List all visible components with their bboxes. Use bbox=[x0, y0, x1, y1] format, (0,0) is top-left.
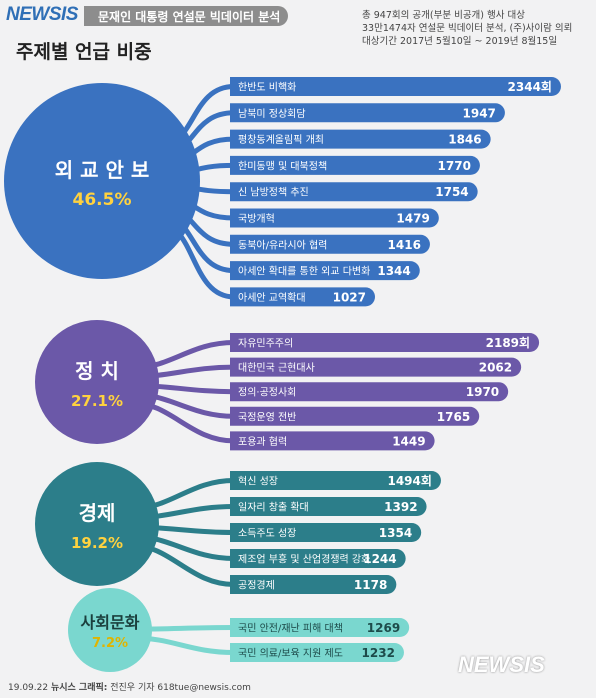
topic-name: 경제 bbox=[79, 501, 116, 525]
bar bbox=[230, 357, 522, 377]
bar-label: 국방개혁 bbox=[238, 213, 275, 225]
bar-label: 국민 의료/보육 지원 제도 bbox=[238, 648, 343, 660]
bar bbox=[230, 333, 540, 352]
source-note-line: 33만1474자 연설문 빅데이터 분석, (주)사이람 의뢰 bbox=[362, 23, 573, 34]
bar bbox=[230, 77, 561, 96]
bar-value: 1354 bbox=[379, 526, 412, 540]
bar bbox=[230, 182, 478, 202]
header-bar bbox=[84, 6, 288, 26]
bar bbox=[230, 103, 505, 123]
bar bbox=[230, 208, 439, 228]
header-title: 문재인 대통령 연설문 빅데이터 분석 bbox=[98, 10, 281, 24]
source-note: 총 947회의 공개(부분 비공개) 행사 대상 33만1474자 연설문 빅데… bbox=[362, 9, 590, 48]
bar-label: 평창동계올림픽 개최 bbox=[238, 134, 324, 146]
bar-value: 1449 bbox=[392, 434, 425, 448]
bar-label: 한미동맹 및 대북정책 bbox=[238, 160, 327, 172]
page-title: 주제별 언급 비중 bbox=[16, 41, 152, 63]
source-note-line: 대상기간 2017년 5월10일 ~ 2019년 8월15일 bbox=[362, 36, 558, 47]
bar bbox=[230, 406, 480, 426]
bar-value: 1765 bbox=[437, 410, 470, 424]
bar-label: 자유민주주의 bbox=[238, 338, 293, 350]
footer-credit-label: 뉴시스 그래픽: bbox=[50, 683, 108, 693]
bar bbox=[230, 382, 509, 402]
topic-share: 7.2% bbox=[92, 636, 128, 651]
topic-share: 46.5% bbox=[73, 190, 132, 210]
bar-label: 포용과 협력 bbox=[238, 435, 287, 448]
bar bbox=[230, 261, 420, 281]
bar-value: 1494회 bbox=[387, 473, 431, 488]
topic-name: 사회문화 bbox=[81, 613, 140, 632]
bar-label: 일자리 창출 확대 bbox=[238, 502, 309, 514]
bar-label: 동북아/유라시아 협력 bbox=[238, 238, 327, 251]
topic-share: 27.1% bbox=[71, 392, 123, 410]
bar-value: 1416 bbox=[388, 238, 421, 252]
bar bbox=[230, 471, 441, 490]
bar-label: 제조업 부흥 및 산업경쟁력 강화 bbox=[238, 553, 370, 566]
bar bbox=[230, 431, 435, 451]
bar-value: 1392 bbox=[384, 500, 417, 514]
bar-value: 1754 bbox=[435, 185, 468, 199]
header: NEWSIS 문재인 대통령 연설문 빅데이터 분석 bbox=[0, 0, 300, 30]
bar-value: 1178 bbox=[354, 578, 387, 592]
bar-value: 1232 bbox=[362, 646, 395, 660]
bar-label: 아세안 교역확대 bbox=[238, 292, 306, 304]
bar-label: 소득주도 성장 bbox=[238, 528, 296, 540]
bar-value: 1770 bbox=[438, 159, 471, 173]
bar bbox=[230, 643, 404, 662]
footer-date: 19.09.22 bbox=[8, 683, 49, 693]
bar bbox=[230, 523, 422, 542]
topic-circle bbox=[68, 588, 152, 672]
bar bbox=[230, 497, 427, 516]
bar-value: 1846 bbox=[448, 133, 481, 147]
bar-label: 국정운영 전반 bbox=[238, 411, 296, 423]
bar-value: 1027 bbox=[333, 290, 366, 304]
bar-value: 2062 bbox=[479, 361, 512, 375]
topic-circle bbox=[35, 320, 159, 444]
bar-value: 1269 bbox=[367, 621, 400, 635]
bar-label: 신 남방정책 추진 bbox=[238, 187, 309, 199]
newsis-watermark: NEWSIS bbox=[458, 652, 545, 677]
bar-label: 혁신 성장 bbox=[238, 476, 278, 488]
bar-value: 1479 bbox=[396, 212, 429, 226]
bar-label: 국민 안전/재난 피해 대책 bbox=[238, 622, 343, 635]
bar bbox=[230, 618, 410, 637]
bar bbox=[230, 129, 491, 149]
bar-value: 1947 bbox=[463, 106, 496, 120]
topic-share: 19.2% bbox=[71, 534, 123, 552]
topic-circle bbox=[4, 83, 200, 279]
bar-value: 1970 bbox=[466, 385, 499, 399]
bar-label: 정의·공정사회 bbox=[238, 387, 296, 399]
bar-label: 한반도 비핵화 bbox=[238, 82, 296, 94]
bar-label: 남북미 정상회담 bbox=[238, 108, 306, 120]
bar-label: 공정경제 bbox=[238, 579, 275, 592]
bar bbox=[230, 234, 430, 254]
bar-value: 1244 bbox=[363, 552, 396, 566]
footer: 19.09.22 뉴시스 그래픽: 전진우 기자 618tue@newsis.c… bbox=[8, 680, 251, 693]
topic-circle bbox=[35, 462, 159, 586]
bar-value: 2344회 bbox=[508, 79, 552, 94]
bar bbox=[230, 575, 397, 594]
topic-name: 정 치 bbox=[75, 359, 119, 383]
bar bbox=[230, 549, 406, 568]
bar-label: 아세안 확대를 통한 외교 다변화 bbox=[238, 266, 370, 278]
bar-value: 2189회 bbox=[486, 335, 530, 350]
newsis-logo: NEWSIS bbox=[6, 4, 78, 25]
bar bbox=[230, 287, 376, 307]
bar-value: 1344 bbox=[377, 264, 410, 278]
source-note-line: 총 947회의 공개(부분 비공개) 행사 대상 bbox=[362, 10, 526, 21]
bar-label: 대한민국 근현대사 bbox=[238, 362, 315, 374]
footer-credit: 전진우 기자 618tue@newsis.com bbox=[110, 683, 251, 693]
topic-name: 외 교 안 보 bbox=[55, 158, 150, 182]
bar bbox=[230, 155, 480, 175]
